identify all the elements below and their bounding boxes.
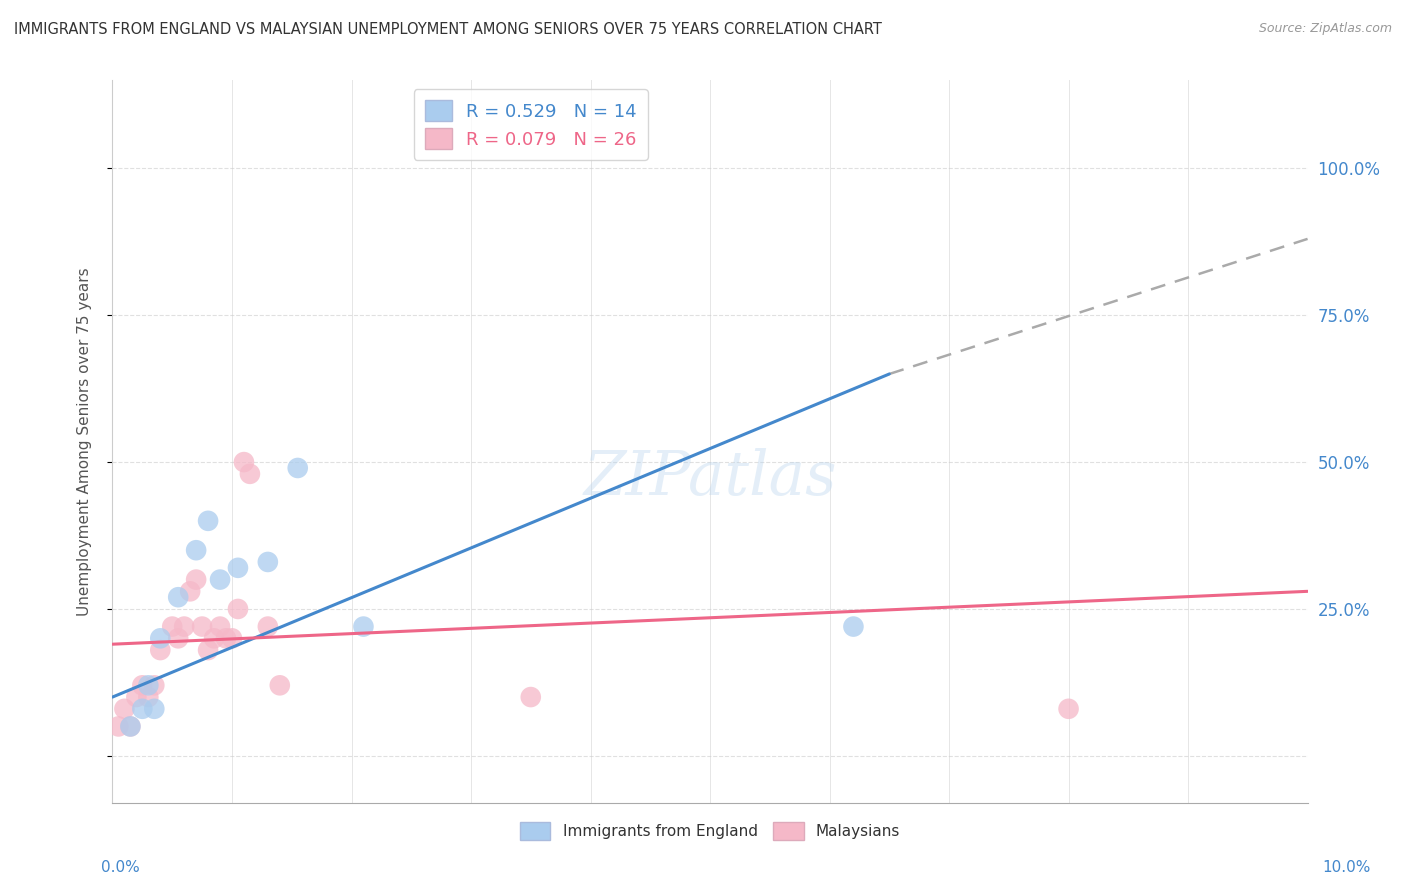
Point <box>221 632 243 646</box>
Point <box>143 702 166 716</box>
Point <box>107 719 129 733</box>
Point <box>162 619 183 633</box>
Point <box>520 690 543 704</box>
Point <box>120 719 142 733</box>
Point <box>1057 702 1080 716</box>
Y-axis label: Unemployment Among Seniors over 75 years: Unemployment Among Seniors over 75 years <box>77 268 91 615</box>
Point <box>167 591 190 605</box>
Point <box>257 619 280 633</box>
Legend: Immigrants from England, Malaysians: Immigrants from England, Malaysians <box>513 816 907 846</box>
Point <box>202 632 225 646</box>
Point <box>186 573 208 587</box>
Point <box>215 632 238 646</box>
Text: 0.0%: 0.0% <box>101 861 141 875</box>
Point <box>167 632 190 646</box>
Text: IMMIGRANTS FROM ENGLAND VS MALAYSIAN UNEMPLOYMENT AMONG SENIORS OVER 75 YEARS CO: IMMIGRANTS FROM ENGLAND VS MALAYSIAN UNE… <box>14 22 882 37</box>
Text: ZIPatlas: ZIPatlas <box>583 448 837 508</box>
Point <box>239 467 262 481</box>
Point <box>138 690 160 704</box>
Point <box>226 561 249 575</box>
Point <box>209 619 232 633</box>
Point <box>186 543 208 558</box>
Point <box>842 619 865 633</box>
Point <box>226 602 249 616</box>
Point <box>120 719 142 733</box>
Point <box>149 632 172 646</box>
Point <box>179 584 201 599</box>
Point <box>138 678 160 692</box>
Point <box>143 678 166 692</box>
Point <box>257 555 280 569</box>
Point <box>209 573 232 587</box>
Point <box>353 619 375 633</box>
Point <box>197 514 219 528</box>
Point <box>131 678 153 692</box>
Point <box>131 702 153 716</box>
Point <box>125 690 148 704</box>
Point <box>233 455 256 469</box>
Point <box>114 702 135 716</box>
Text: 10.0%: 10.0% <box>1323 861 1371 875</box>
Point <box>173 619 195 633</box>
Point <box>269 678 291 692</box>
Point <box>149 643 172 657</box>
Text: Source: ZipAtlas.com: Source: ZipAtlas.com <box>1258 22 1392 36</box>
Point <box>197 643 219 657</box>
Point <box>191 619 214 633</box>
Point <box>287 461 309 475</box>
